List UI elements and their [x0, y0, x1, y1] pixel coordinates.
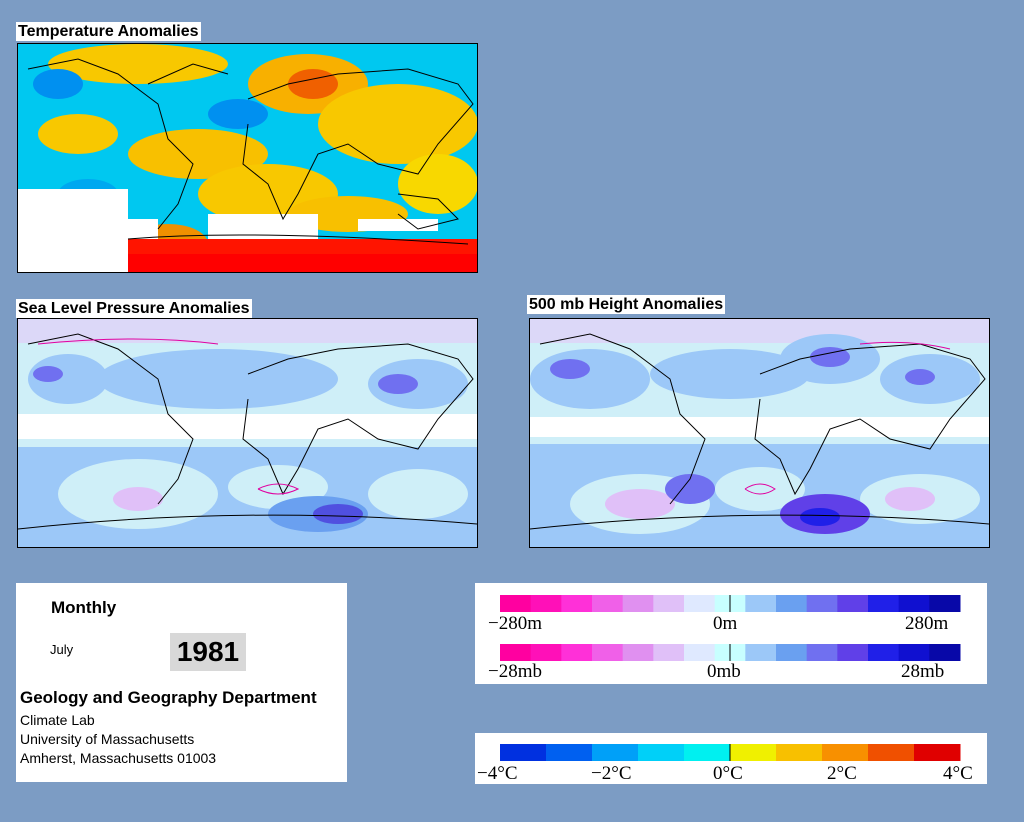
- temperature-legend: −4°C −2°C 0°C 2°C 4°C: [475, 733, 987, 784]
- pressure-colorbar-swatch: [684, 644, 716, 661]
- height-label-min: −280m: [488, 613, 542, 634]
- height-label-zero: 0m: [713, 613, 738, 634]
- pressure-colorbar: [500, 644, 961, 661]
- height500-anomaly-map: [529, 318, 990, 548]
- month-label: July: [50, 642, 74, 657]
- pressure-colorbar-swatch: [776, 644, 808, 661]
- pressure-label-max: 28mb: [901, 661, 944, 682]
- temperature-colorbar-swatch: [822, 744, 869, 761]
- height-label-max: 280m: [905, 613, 949, 634]
- height-colorbar-swatch: [530, 595, 562, 612]
- temperature-colorbar-swatch: [730, 744, 777, 761]
- year-label: 1981: [170, 633, 246, 671]
- slp-panel-title: Sea Level Pressure Anomalies: [16, 299, 252, 318]
- pressure-colorbar-swatch: [561, 644, 593, 661]
- lab-label: Climate Lab: [20, 712, 95, 728]
- temp-label-2: 0°C: [713, 763, 743, 784]
- temperature-colorbar-swatch: [776, 744, 823, 761]
- university-label: University of Massachusetts: [20, 731, 195, 747]
- height-colorbar-swatch: [622, 595, 654, 612]
- temperature-colorbar-swatch: [868, 744, 915, 761]
- pressure-colorbar-swatch: [745, 644, 777, 661]
- temperature-colorbar-swatch: [914, 744, 961, 761]
- height-colorbar-swatch: [653, 595, 685, 612]
- temperature-colorbar-swatch: [592, 744, 639, 761]
- temperature-anomaly-map: [17, 43, 478, 273]
- height500-panel-title: 500 mb Height Anomalies: [527, 295, 726, 314]
- period-label: Monthly: [51, 598, 117, 617]
- pressure-colorbar-swatch: [868, 644, 900, 661]
- height-colorbar-swatch: [806, 595, 838, 612]
- department-label: Geology and Geography Department: [20, 688, 317, 707]
- temp-label-4: 4°C: [943, 763, 973, 784]
- pressure-colorbar-swatch: [898, 644, 930, 661]
- temp-label-3: 2°C: [827, 763, 857, 784]
- temperature-panel-title: Temperature Anomalies: [16, 22, 201, 41]
- height-colorbar-swatch: [776, 595, 808, 612]
- pressure-colorbar-swatch: [592, 644, 624, 661]
- temperature-colorbar-swatch: [638, 744, 685, 761]
- temperature-colorbar-swatch: [684, 744, 731, 761]
- pressure-label-min: −28mb: [488, 661, 542, 682]
- pressure-colorbar-swatch: [530, 644, 562, 661]
- pressure-colorbar-swatch: [837, 644, 869, 661]
- height-colorbar-swatch: [929, 595, 961, 612]
- height-colorbar: [500, 595, 961, 612]
- temp-label-0: −4°C: [477, 763, 518, 784]
- pressure-colorbar-swatch: [806, 644, 838, 661]
- height-colorbar-swatch: [898, 595, 930, 612]
- height-pressure-legend: −280m 0m 280m −28mb 0mb 28mb: [475, 583, 987, 684]
- pressure-colorbar-swatch: [622, 644, 654, 661]
- height-colorbar-swatch: [868, 595, 900, 612]
- height-colorbar-swatch: [684, 595, 716, 612]
- pressure-colorbar-swatch: [653, 644, 685, 661]
- pressure-label-zero: 0mb: [707, 661, 741, 682]
- height-colorbar-swatch: [745, 595, 777, 612]
- temp-label-1: −2°C: [591, 763, 632, 784]
- city-label: Amherst, Massachusetts 01003: [20, 750, 217, 766]
- height-colorbar-swatch: [592, 595, 624, 612]
- temperature-colorbar: [500, 744, 961, 761]
- pressure-colorbar-swatch: [929, 644, 961, 661]
- height-colorbar-swatch: [561, 595, 593, 612]
- slp-anomaly-map: [17, 318, 478, 548]
- info-box: Monthly July 1981 Geology and Geography …: [16, 583, 347, 782]
- height-colorbar-swatch: [837, 595, 869, 612]
- height-colorbar-swatch: [500, 595, 532, 612]
- pressure-colorbar-swatch: [500, 644, 532, 661]
- temperature-colorbar-swatch: [500, 744, 547, 761]
- temperature-colorbar-swatch: [546, 744, 593, 761]
